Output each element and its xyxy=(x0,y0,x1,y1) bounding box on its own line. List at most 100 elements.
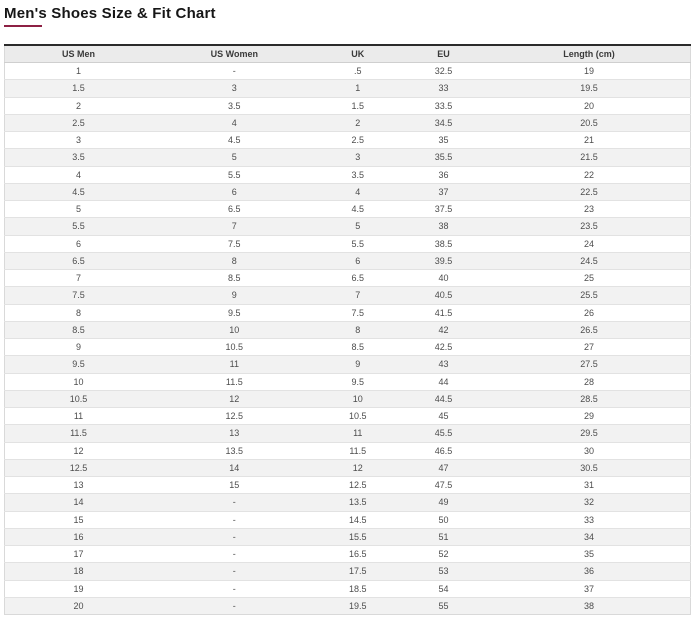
table-cell: 54 xyxy=(398,579,489,598)
table-row: 16-15.5 51 34 xyxy=(4,527,691,546)
table-cell: 8 xyxy=(4,303,152,322)
table-row: 17-16.5 52 35 xyxy=(4,544,691,563)
table-cell: 15 xyxy=(151,475,317,494)
table-cell: 25 xyxy=(488,268,691,287)
table-cell: 29 xyxy=(488,406,691,425)
table-cell: 10 xyxy=(151,320,317,339)
table-cell: 38.5 xyxy=(398,234,489,253)
table-cell: 3 xyxy=(4,130,152,149)
table-cell: 33 xyxy=(488,510,691,529)
table-cell: 7 xyxy=(4,268,152,287)
table-cell: 16.5 xyxy=(316,544,399,563)
table-cell: 28 xyxy=(488,372,691,391)
table-cell: 43 xyxy=(398,355,489,373)
table-cell: 20 xyxy=(4,596,152,615)
header-row: US Men US Women UK EU Length (cm) xyxy=(4,45,691,63)
column-header-length-cm: Length (cm) xyxy=(488,45,691,63)
table-cell: 5.5 xyxy=(316,234,399,253)
table-cell: 34 xyxy=(488,527,691,546)
table-cell: 7.5 xyxy=(151,234,317,253)
table-cell: 4 xyxy=(316,182,399,201)
table-row: 2 3.5 1.5 33.5 20 xyxy=(4,96,691,115)
table-row: 12.5 14 12 47 30.5 xyxy=(4,458,691,477)
table-cell: - xyxy=(151,527,317,546)
table-cell: 36 xyxy=(488,562,691,580)
table-cell: 24 xyxy=(488,234,691,253)
table-cell: 4.5 xyxy=(151,130,317,149)
table-cell: 9 xyxy=(151,286,317,304)
table-cell: 7 xyxy=(151,217,317,235)
table-cell: 12 xyxy=(151,389,317,408)
table-cell: 32 xyxy=(488,493,691,511)
table-row: 5 6.5 4.5 37.5 23 xyxy=(4,199,691,218)
table-cell: 6.5 xyxy=(151,199,317,218)
table-cell: 6.5 xyxy=(4,251,152,270)
table-row: 12 13.5 11.5 46.5 30 xyxy=(4,441,691,460)
table-cell: 14.5 xyxy=(316,510,399,529)
table-cell: 10.5 xyxy=(316,406,399,425)
table-cell: 41.5 xyxy=(398,303,489,322)
table-row: 6.5 8 6 39.5 24.5 xyxy=(4,251,691,270)
table-cell: 12.5 xyxy=(4,458,152,477)
table-cell: 13 xyxy=(151,424,317,442)
table-row: 4.5 6 4 37 22.5 xyxy=(4,182,691,201)
table-cell: - xyxy=(151,61,317,80)
table-cell: 1 xyxy=(316,79,399,97)
table-cell: 13.5 xyxy=(151,441,317,460)
table-cell: 9.5 xyxy=(4,355,152,373)
table-cell: 37 xyxy=(398,182,489,201)
table-cell: 52 xyxy=(398,544,489,563)
table-cell: 19.5 xyxy=(488,79,691,97)
table-row: 18-17.5 53 36 xyxy=(4,562,691,580)
table-cell: 2 xyxy=(4,96,152,115)
table-cell: 28.5 xyxy=(488,389,691,408)
table-row: 1- .5 32.5 19 xyxy=(4,61,691,80)
table-cell: 27.5 xyxy=(488,355,691,373)
table-cell: 44.5 xyxy=(398,389,489,408)
table-cell: 21 xyxy=(488,130,691,149)
table-cell: 2 xyxy=(316,113,399,132)
table-cell: 5 xyxy=(151,148,317,166)
table-row: 11 12.5 10.5 45 29 xyxy=(4,406,691,425)
table-cell: .5 xyxy=(316,61,399,80)
table-cell: 35 xyxy=(488,544,691,563)
table-row: 13 15 12.5 47.5 31 xyxy=(4,475,691,494)
table-cell: 32.5 xyxy=(398,61,489,80)
table-cell: 26.5 xyxy=(488,320,691,339)
table-cell: 8.5 xyxy=(151,268,317,287)
table-cell: 19 xyxy=(488,61,691,80)
table-cell: 19 xyxy=(4,579,152,598)
table-cell: 1.5 xyxy=(4,79,152,97)
table-cell: - xyxy=(151,562,317,580)
table-cell: 5.5 xyxy=(151,165,317,184)
table-row: 7.5 9 7 40.5 25.5 xyxy=(4,286,691,304)
table-row: 3.5 5 3 35.5 21.5 xyxy=(4,148,691,166)
table-cell: 9.5 xyxy=(151,303,317,322)
table-cell: - xyxy=(151,544,317,563)
table-cell: 5 xyxy=(316,217,399,235)
column-header-eu: EU xyxy=(398,45,489,63)
table-cell: 10 xyxy=(4,372,152,391)
table-cell: 3 xyxy=(151,79,317,97)
table-cell: 35 xyxy=(398,130,489,149)
table-cell: 8.5 xyxy=(4,320,152,339)
table-row: 4 5.5 3.5 36 22 xyxy=(4,165,691,184)
table-row: 10.5 12 10 44.5 28.5 xyxy=(4,389,691,408)
table-cell: 13 xyxy=(4,475,152,494)
table-row: 10 11.5 9.5 44 28 xyxy=(4,372,691,391)
table-row: 2.5 4 2 34.5 20.5 xyxy=(4,113,691,132)
table-cell: 3.5 xyxy=(4,148,152,166)
table-cell: 47 xyxy=(398,458,489,477)
table-cell: - xyxy=(151,493,317,511)
table-cell: 7.5 xyxy=(316,303,399,322)
table-cell: 21.5 xyxy=(488,148,691,166)
table-cell: 10 xyxy=(316,389,399,408)
table-cell: 6 xyxy=(151,182,317,201)
table-cell: 15 xyxy=(4,510,152,529)
table-cell: 40 xyxy=(398,268,489,287)
table-cell: 11 xyxy=(316,424,399,442)
table-cell: 17 xyxy=(4,544,152,563)
table-cell: 42.5 xyxy=(398,337,489,356)
table-cell: 33 xyxy=(398,79,489,97)
table-cell: 8 xyxy=(151,251,317,270)
